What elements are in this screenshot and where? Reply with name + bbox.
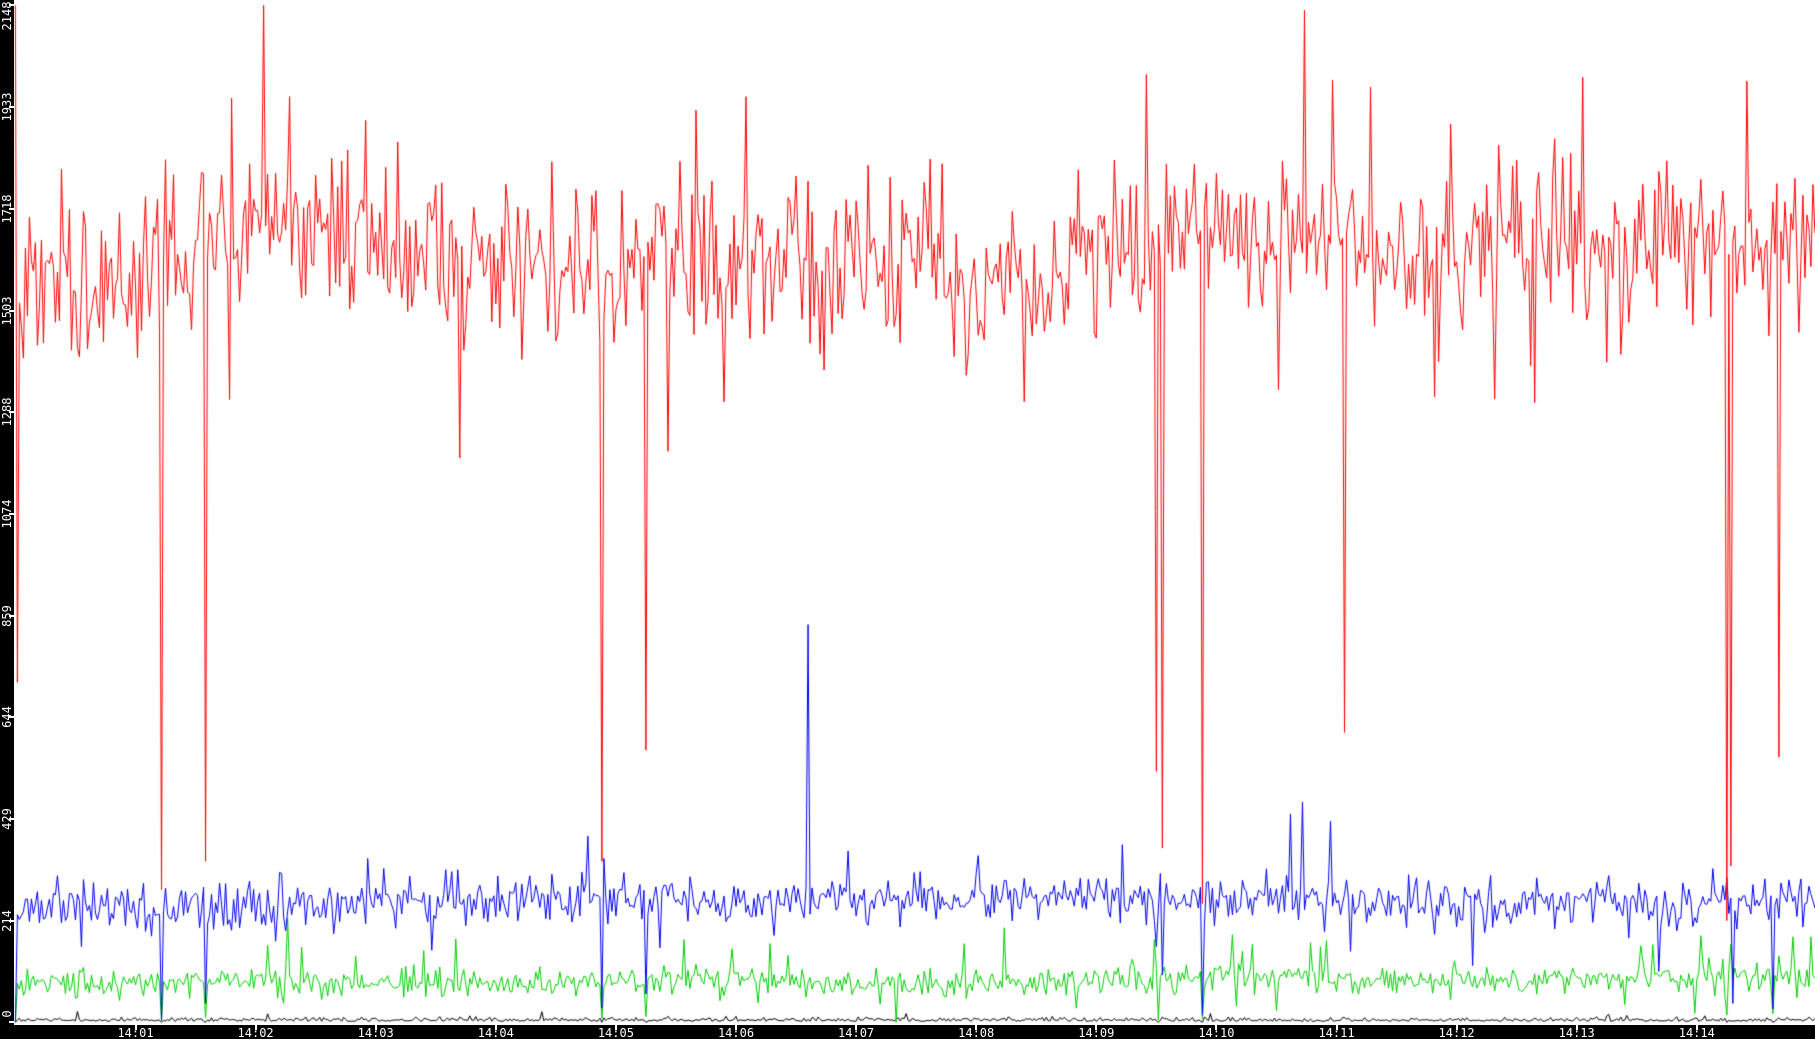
y-axis-label: 859 (0, 604, 14, 627)
x-axis-tick (1335, 1025, 1338, 1030)
x-axis-tick (494, 1025, 497, 1030)
x-axis-label: 14:12 (1438, 1026, 1475, 1039)
x-axis-tick (735, 1025, 737, 1030)
x-axis-label: 14:06 (717, 1026, 755, 1039)
y-axis-tick (9, 411, 14, 414)
x-axis-label: 14:07 (838, 1026, 875, 1039)
y-axis-tick (9, 919, 14, 922)
x-axis-label: 14:02 (237, 1026, 274, 1039)
y-axis-label: 0 (0, 1010, 14, 1018)
x-axis-tick (614, 1025, 617, 1030)
y-axis-tick (9, 818, 14, 821)
plot-canvas (14, 0, 1815, 1025)
x-axis-tick (1215, 1025, 1218, 1030)
x-axis-label: 14:11 (1318, 1026, 1355, 1039)
x-axis-label: 14:10 (1198, 1026, 1235, 1039)
y-axis-tick (9, 4, 14, 7)
x-axis-tick (1695, 1025, 1698, 1030)
x-axis-tick (855, 1025, 858, 1030)
y-axis-tick (9, 309, 14, 312)
x-axis-label: 14:09 (1078, 1026, 1115, 1039)
y-axis-label: 1074 (0, 499, 14, 529)
x-axis-tick (1095, 1025, 1098, 1030)
x-axis-label: 14:14 (1678, 1026, 1715, 1039)
y-axis-tick (9, 716, 14, 719)
x-axis-tick (1455, 1025, 1458, 1030)
x-axis-label: 14:05 (597, 1026, 634, 1039)
x-axis-bar (0, 1025, 1815, 1039)
x-axis-tick (1575, 1025, 1578, 1030)
y-axis-bar (0, 0, 14, 1039)
y-axis-tick (9, 512, 14, 515)
y-axis-tick (9, 106, 14, 109)
x-axis-tick (134, 1025, 137, 1030)
y-axis-tick (9, 1021, 14, 1024)
y-axis-label: 429 (0, 808, 14, 831)
x-axis-tick (254, 1025, 257, 1030)
x-axis-label: 14:04 (477, 1026, 514, 1039)
y-axis-label: 214 (0, 910, 14, 932)
x-axis-tick (975, 1025, 978, 1030)
y-axis-label: 1933 (0, 92, 14, 122)
y-axis-label: 1503 (0, 296, 14, 326)
y-axis-label: 644 (0, 706, 14, 729)
x-axis-label: 14:13 (1558, 1026, 1595, 1039)
y-axis-tick (9, 614, 14, 617)
x-axis-label: 14:03 (357, 1026, 394, 1039)
x-axis-label: 14:08 (958, 1026, 995, 1039)
x-axis-tick (374, 1025, 377, 1030)
x-axis-label: 14:01 (117, 1026, 154, 1039)
y-axis-label: 1718 (0, 194, 14, 224)
y-axis-label: 1288 (0, 398, 14, 427)
y-axis-label: 2148 (0, 1, 14, 31)
y-axis-tick (9, 207, 14, 210)
